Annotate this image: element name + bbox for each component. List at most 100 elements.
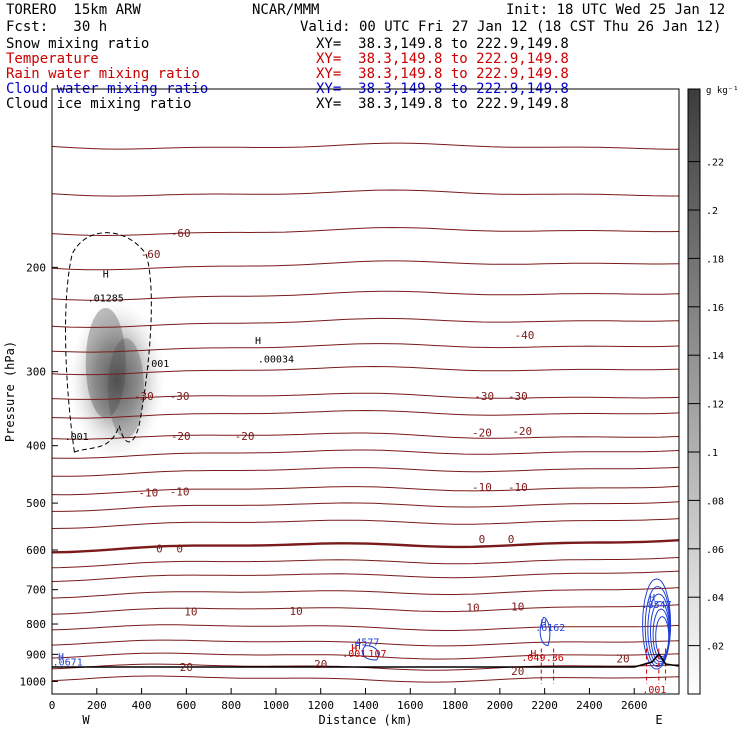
- temperature-label: -40: [515, 329, 535, 342]
- ice-max-label: .00034: [258, 354, 294, 365]
- cloud-water-max-label: .6162: [535, 623, 565, 634]
- cloud-water-max-label: H: [649, 593, 655, 604]
- isotherm-line: [52, 587, 679, 599]
- temperature-label: -30: [474, 390, 494, 403]
- cloud-water-contour: [362, 645, 379, 661]
- model-name: TORERO 15km ARW: [6, 2, 141, 18]
- field-temp-name: Temperature: [6, 51, 99, 67]
- x-tick-label: 2000: [487, 699, 514, 712]
- temperature-label: 0: [176, 542, 183, 555]
- isotherm-line: [52, 557, 679, 569]
- temperature-label: -10: [508, 481, 528, 494]
- isotherm-line: [52, 570, 679, 582]
- isotherm-line: [52, 449, 679, 459]
- colorbar-tick-label: .12: [706, 400, 724, 411]
- y-tick-label: 300: [26, 366, 46, 379]
- isotherm-line: [52, 365, 679, 376]
- init-time: Init: 18 UTC Wed 25 Jan 12: [506, 2, 726, 18]
- snow-max-label: .01285: [88, 294, 124, 305]
- x-tick-label: 200: [87, 699, 107, 712]
- cloud-water-max-label: .0671: [53, 657, 83, 668]
- x-axis-label: Distance (km): [319, 713, 413, 727]
- isotherm-line: [52, 466, 679, 477]
- x-tick-label: 2200: [531, 699, 558, 712]
- colorbar-tick-label: .04: [706, 593, 724, 604]
- snow-contour: [65, 232, 152, 453]
- field-snow-xy: XY= 38.3,149.8 to 222.9,149.8: [316, 36, 569, 52]
- snow-max-label: .001: [145, 359, 169, 370]
- temperature-label: 0: [156, 542, 163, 555]
- y-tick-label: 800: [26, 618, 46, 631]
- isotherm-line: [52, 652, 679, 660]
- temperature-label: -60: [141, 248, 161, 261]
- isotherm-line: [52, 226, 679, 237]
- isotherm-line: [52, 624, 679, 631]
- rain-max-label: .001: [342, 649, 366, 660]
- x-tick-label: 1800: [442, 699, 469, 712]
- rain-max-label: H: [530, 649, 536, 660]
- temperature-label: -30: [508, 390, 528, 403]
- x-tick-label: 2400: [576, 699, 603, 712]
- terrain-line: [52, 652, 679, 668]
- x-tick-label: 800: [221, 699, 241, 712]
- field-cloudice-name: Cloud ice mixing ratio: [6, 96, 192, 112]
- x-tick-label: 400: [132, 699, 152, 712]
- temperature-label: 10: [466, 601, 479, 614]
- isotherm-line: [52, 639, 679, 647]
- cloud-water-max-label: H: [58, 652, 64, 663]
- snow-core-right: [107, 338, 144, 439]
- y-axis-label: Pressure (hPa): [3, 341, 17, 442]
- colorbar-unit: g kg⁻¹: [706, 86, 739, 96]
- colorbar-tick-label: .06: [706, 545, 724, 556]
- temperature-label: -20: [472, 426, 492, 439]
- temperature-label: -60: [171, 227, 191, 240]
- isotherm-line: [52, 392, 679, 400]
- center-name: NCAR/MMM: [252, 2, 320, 18]
- rain-max-label: .001: [642, 685, 666, 696]
- rain-max-label: .107: [362, 649, 386, 660]
- cloud-water-max-label: .8547: [642, 600, 672, 611]
- temperature-label: 0: [479, 533, 486, 546]
- y-tick-label: 1000: [20, 675, 47, 688]
- colorbar-tick-label: .08: [706, 496, 724, 507]
- colorbar-tick-label: .16: [706, 303, 724, 314]
- field-temp-xy: XY= 38.3,149.8 to 222.9,149.8: [316, 51, 569, 67]
- x-tick-label: 600: [176, 699, 196, 712]
- y-tick-label: 600: [26, 544, 46, 557]
- y-tick-label: 400: [26, 440, 46, 453]
- cloud-water-max-label: .4577: [349, 637, 379, 648]
- isotherm-line: [52, 189, 679, 197]
- isotherm-line: [52, 539, 679, 554]
- cloud-water-contour: [539, 617, 551, 647]
- rain-max-label: .36: [546, 653, 564, 664]
- colorbar: [687, 88, 701, 695]
- isotherm-line: [52, 317, 679, 328]
- snow-shading: [68, 300, 165, 461]
- snow-max-label: .001: [65, 432, 89, 443]
- temperature-label: 0: [508, 533, 515, 546]
- colorbar-tick-label: .18: [706, 254, 724, 265]
- field-rain-name: Rain water mixing ratio: [6, 66, 200, 82]
- isotherm-line: [52, 432, 679, 440]
- isotherm-line: [52, 501, 679, 512]
- isotherm-line: [52, 485, 679, 496]
- ice-max-label: H: [255, 336, 261, 347]
- isotherm-line: [52, 142, 679, 150]
- x-tick-label: 0: [49, 699, 56, 712]
- x-end-label-right: E: [655, 713, 662, 727]
- forecast-hour: Fcst: 30 h: [6, 19, 108, 35]
- cloud-water-max-label: H: [541, 618, 547, 629]
- isotherm-line: [52, 518, 679, 529]
- field-cloudice-xy: XY= 38.3,149.8 to 222.9,149.8: [316, 96, 569, 112]
- temperature-label: -30: [170, 390, 190, 403]
- snow-max-label: H: [103, 270, 109, 281]
- valid-time: Valid: 00 UTC Fri 27 Jan 12 (18 CST Thu …: [300, 19, 722, 35]
- colorbar-tick-label: .1: [706, 448, 718, 459]
- cloud-water-contour: [655, 616, 670, 658]
- colorbar-tick-label: .22: [706, 158, 724, 169]
- x-end-label-left: W: [82, 713, 90, 727]
- temperature-label: 10: [511, 601, 524, 614]
- x-tick-label: 2600: [621, 699, 648, 712]
- temperature-label: -20: [171, 430, 191, 443]
